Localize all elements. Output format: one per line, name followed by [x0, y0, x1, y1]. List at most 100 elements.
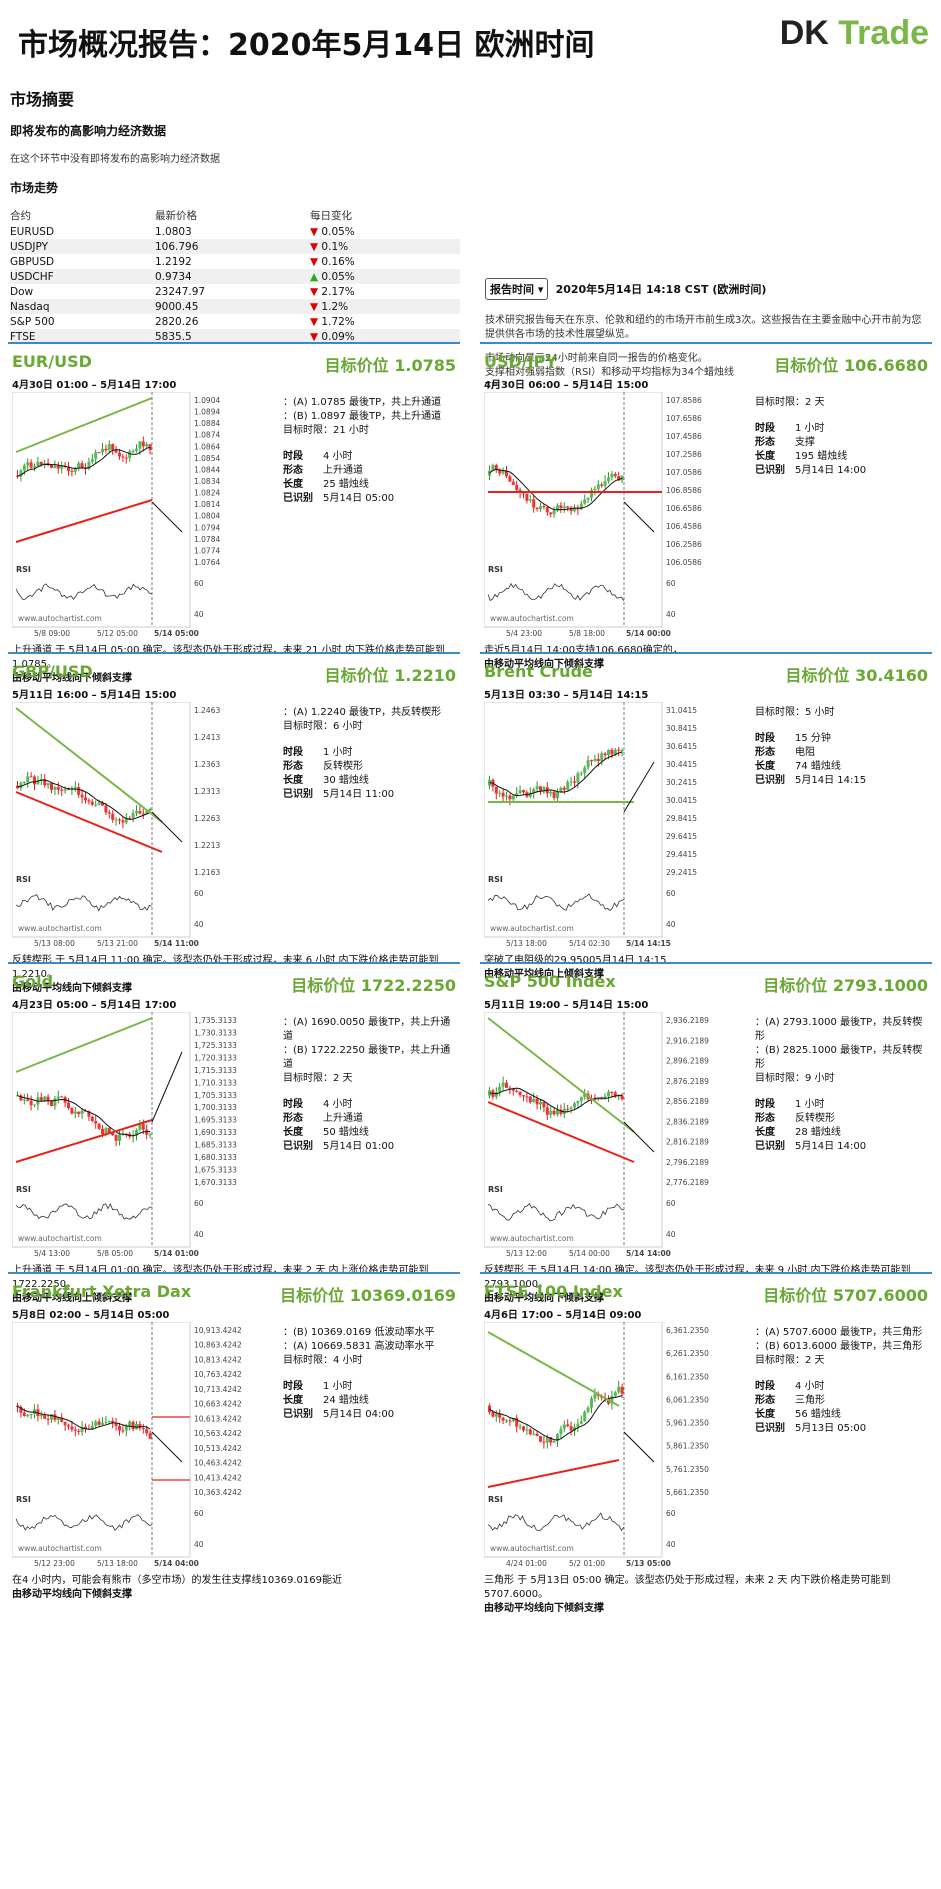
candle-body — [586, 760, 590, 768]
candle-body — [488, 1090, 491, 1096]
moving-average-line — [17, 1095, 151, 1137]
x-tick-label: 5/8 18:00 — [569, 629, 605, 637]
report-time-button[interactable]: 报告时间 ▾ — [485, 278, 549, 300]
candle-body — [53, 787, 57, 790]
candle-body — [593, 758, 597, 762]
candle-body — [522, 1095, 525, 1097]
arrow-down-icon: ▼ — [310, 255, 319, 268]
candle-body — [26, 776, 30, 782]
info-value: 三角形 — [795, 1395, 825, 1406]
desc-support: 由移动平均线向下倾斜支撑 — [484, 1603, 604, 1614]
candle-body — [145, 444, 149, 447]
instrument-title[interactable]: GBP/USD — [12, 662, 93, 681]
desc-text: 上升通道 于 5月14日 05:00 确定。该型态仍处于形成过程，未来 21 小… — [12, 645, 445, 670]
candle-body — [101, 448, 104, 453]
row-price: 106.796 — [155, 239, 310, 254]
resistance-trendline — [15, 397, 153, 453]
candle-body — [562, 506, 566, 509]
row-change-value: 0.05% — [321, 225, 355, 238]
candle-body — [138, 810, 142, 814]
rsi-level-label: 40 — [194, 1230, 204, 1239]
candle-body — [579, 773, 583, 775]
info-value: 25 蜡烛线 — [323, 479, 369, 490]
row-change-value: 1.2% — [321, 300, 349, 313]
candle-body — [620, 475, 624, 481]
y-tick-label: 1,705.3133 — [194, 1091, 237, 1100]
desc-support: 由移动平均线向下倾斜支撑 — [12, 1589, 132, 1600]
candle-body — [515, 1090, 519, 1092]
candle-body — [494, 1413, 498, 1417]
candle-body — [77, 1111, 81, 1114]
info-row: 已识别 5月14日 04:00 — [283, 1408, 458, 1422]
y-tick-label: 6,361.2350 — [666, 1326, 709, 1335]
instrument-title[interactable]: USD/JPY — [484, 352, 557, 371]
info-row: 长度 50 蜡烛线 — [283, 1126, 458, 1140]
instrument-title[interactable]: S&P 500 Index — [484, 972, 616, 991]
info-key: 已识别 — [755, 465, 785, 476]
candle-body — [562, 1424, 566, 1429]
col-contract: 合约 — [10, 210, 31, 222]
candle-body — [111, 444, 115, 450]
rsi-level-label: 40 — [666, 610, 676, 619]
pattern-info: ：(B) 10369.0169 低波动率水平 ：(A) 10669.5831 高波… — [283, 1326, 458, 1422]
info-key: 形态 — [755, 747, 775, 758]
rsi-level-label: 40 — [666, 1540, 676, 1549]
instrument-title[interactable]: Frankfurt Xetra Dax — [12, 1282, 192, 1301]
arrow-up-icon: ▲ — [310, 270, 319, 283]
instrument-title[interactable]: Gold — [12, 972, 54, 991]
candle-body — [73, 787, 77, 789]
pattern-info: ：(A) 5707.6000 最後TP，共三角形 ：(B) 6013.6000 最… — [755, 1326, 930, 1436]
info-row: 已识别 5月13日 05:00 — [755, 1422, 930, 1436]
y-tick-label: 29.6415 — [666, 832, 697, 841]
info-key: 已识别 — [755, 775, 785, 786]
support-trendline — [15, 1119, 153, 1163]
info-row: 长度 195 蜡烛线 — [755, 450, 930, 464]
y-tick-label: 1.0764 — [194, 558, 220, 567]
candle-body — [610, 474, 614, 478]
candle-body — [525, 1429, 529, 1431]
row-change: ▼ 1.2% — [310, 299, 460, 314]
instrument-title[interactable]: FTSE 100 Index — [484, 1282, 623, 1301]
info-row: 形态 反转楔形 — [755, 1112, 930, 1126]
candle-body — [22, 1412, 26, 1416]
candle-body — [60, 1096, 64, 1098]
info-key: 形态 — [283, 761, 303, 772]
y-tick-label: 1,700.3133 — [194, 1103, 237, 1112]
desc-text: 反转楔形 于 5月14日 11:00 确定。该型态仍处于形成过程，未来 6 小时… — [12, 955, 439, 980]
pattern-description: 反转楔形 于 5月14日 14:00 确定。该型态仍处于形成过程，未来 9 小时… — [484, 1264, 929, 1306]
table-row: FTSE 5835.5 ▼ 0.09% — [10, 329, 460, 344]
instrument-title[interactable]: EUR/USD — [12, 352, 92, 371]
info-value: 5月14日 04:00 — [323, 1409, 395, 1420]
instrument-title[interactable]: Brent Crude — [484, 662, 593, 681]
candle-body — [56, 787, 60, 790]
table-row: EURUSD 1.0803 ▼ 0.05% — [10, 224, 460, 239]
x-tick-label: 5/2 01:00 — [569, 1559, 605, 1567]
candle-body — [569, 1107, 573, 1109]
candle-body — [141, 1124, 145, 1130]
candle-body — [114, 819, 118, 821]
forecast-arrow — [623, 761, 655, 813]
y-tick-label: 10,713.4242 — [194, 1385, 242, 1394]
candle-body — [46, 783, 50, 786]
y-tick-label: 1.2313 — [194, 787, 220, 796]
y-tick-label: 2,856.2189 — [666, 1097, 709, 1106]
candle-body — [77, 463, 81, 468]
row-price: 5835.5 — [155, 329, 310, 344]
info-key: 时段 — [755, 423, 775, 434]
y-tick-label: 1.0864 — [194, 442, 220, 451]
watermark: www.autochartist.com — [18, 614, 102, 623]
y-tick-label: 107.6586 — [666, 414, 702, 423]
arrow-down-icon: ▼ — [310, 225, 319, 238]
y-tick-label: 1.0824 — [194, 489, 220, 498]
row-price: 0.9734 — [155, 269, 310, 284]
candle-body — [53, 1414, 57, 1420]
candle-body — [80, 463, 84, 468]
econ-heading: 即将发布的高影响力经济数据 — [10, 124, 167, 138]
table-row: Dow 23247.97 ▼ 2.17% — [10, 284, 460, 299]
candle-body — [556, 792, 559, 799]
y-tick-label: 106.2586 — [666, 540, 702, 549]
candle-body — [528, 499, 532, 501]
plot-frame — [483, 701, 663, 938]
row-change-value: 0.09% — [321, 330, 355, 343]
info-key: 已识别 — [755, 1141, 785, 1152]
